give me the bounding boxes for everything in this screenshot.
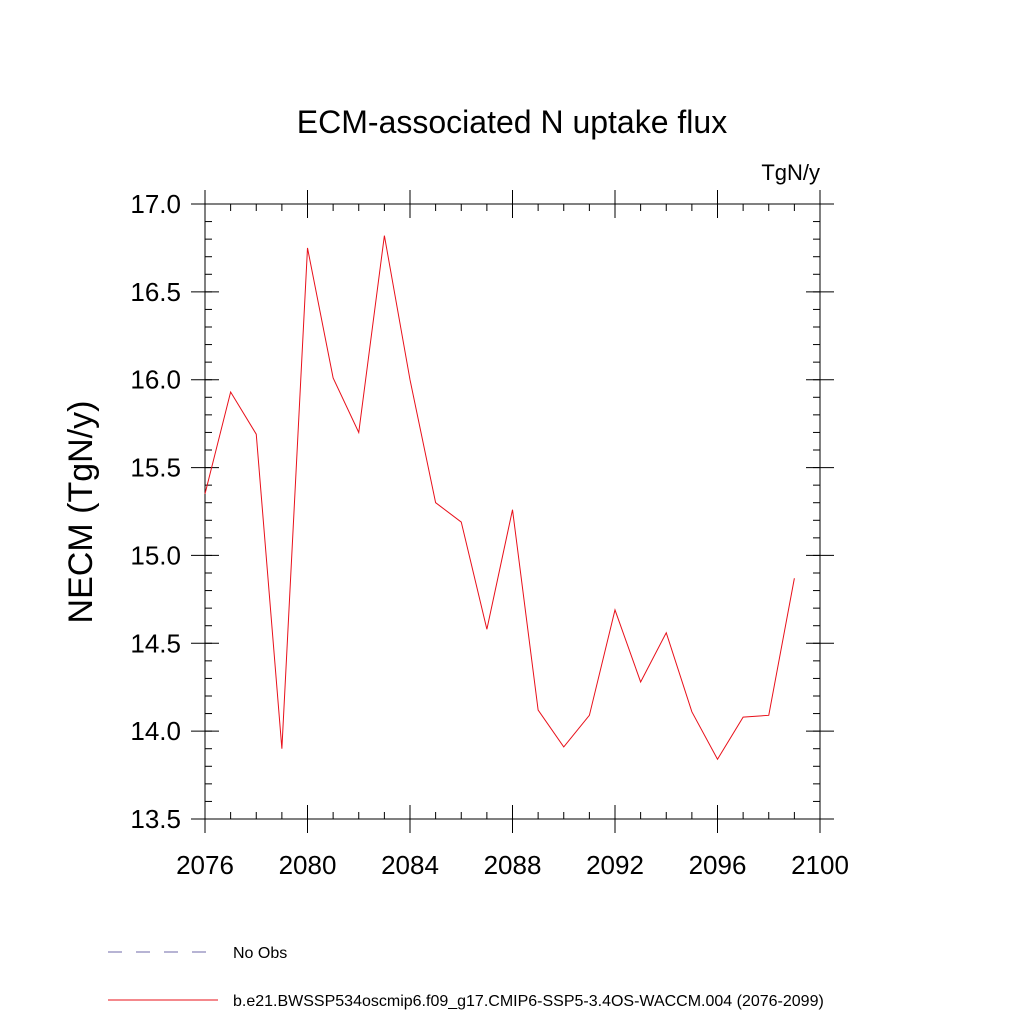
series-line xyxy=(204,235,795,761)
axis-ticks xyxy=(191,190,834,833)
y-tick-label: 15.5 xyxy=(130,453,181,483)
chart-title: ECM-associated N uptake flux xyxy=(297,104,727,140)
legend-label-model: b.e21.BWSSP534oscmip6.f09_g17.CMIP6-SSP5… xyxy=(233,993,824,1010)
x-tick-label: 2092 xyxy=(586,850,644,880)
y-tick-label: 16.5 xyxy=(130,277,181,307)
y-tick-label: 13.5 xyxy=(130,804,181,834)
legend: No Obs b.e21.BWSSP534oscmip6.f09_g17.CMI… xyxy=(108,945,824,1010)
units-label: TgN/y xyxy=(761,160,820,185)
y-tick-label: 16.0 xyxy=(130,365,181,395)
y-tick-label: 15.0 xyxy=(130,540,181,570)
x-tick-label: 2084 xyxy=(381,850,439,880)
x-tick-labels: 2076 2080 2084 2088 2092 2096 2100 xyxy=(176,850,849,880)
y-tick-label: 14.0 xyxy=(130,716,181,746)
x-tick-label: 2088 xyxy=(484,850,542,880)
legend-label-no-obs: No Obs xyxy=(233,945,287,962)
x-tick-label: 2080 xyxy=(279,850,337,880)
y-tick-label: 17.0 xyxy=(130,189,181,219)
series-layer xyxy=(204,235,795,761)
x-tick-label: 2096 xyxy=(689,850,747,880)
y-tick-labels: 13.5 14.0 14.5 15.0 15.5 16.0 16.5 17.0 xyxy=(130,189,181,834)
y-axis-label: NECM (TgN/y) xyxy=(62,401,100,624)
x-tick-label: 2100 xyxy=(791,850,849,880)
x-tick-label: 2076 xyxy=(176,850,234,880)
y-tick-label: 14.5 xyxy=(130,628,181,658)
